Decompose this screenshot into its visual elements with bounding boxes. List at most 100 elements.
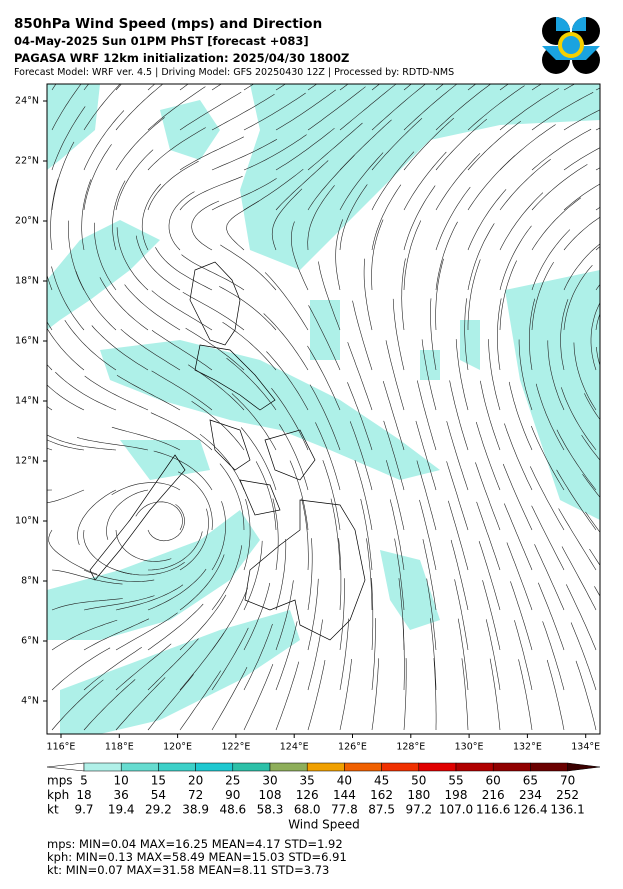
streamline bbox=[394, 538, 405, 611]
streamline bbox=[47, 327, 85, 371]
streamline bbox=[83, 144, 112, 211]
streamline bbox=[499, 158, 551, 211]
lon-label: 132°E bbox=[513, 742, 542, 753]
lon-label: 134°E bbox=[571, 742, 600, 753]
streamline bbox=[115, 612, 178, 651]
streamline bbox=[243, 499, 251, 571]
streamline bbox=[421, 339, 437, 411]
streamline bbox=[289, 460, 309, 531]
streamline bbox=[47, 489, 85, 504]
streamline bbox=[499, 192, 544, 251]
lon-label: 120°E bbox=[163, 742, 192, 753]
streamline bbox=[83, 646, 142, 691]
streamline bbox=[371, 84, 426, 131]
stats-line: kph: MIN=0.13 MAX=58.49 MEAN=15.03 STD=6… bbox=[47, 850, 347, 864]
streamline bbox=[476, 501, 501, 571]
colorbar-tick-label: 15 bbox=[151, 774, 166, 788]
streamline bbox=[51, 679, 104, 731]
streamline bbox=[560, 299, 569, 371]
streamline bbox=[482, 580, 501, 651]
streamline bbox=[315, 422, 341, 491]
colorbar-label: Wind Speed bbox=[288, 818, 360, 832]
streamline bbox=[120, 328, 181, 371]
streamline bbox=[448, 500, 469, 571]
streamline bbox=[51, 598, 123, 611]
colorbar-cell bbox=[344, 762, 382, 772]
streamline bbox=[199, 433, 245, 491]
colorbar-tick-label: 20 bbox=[188, 774, 203, 788]
streamline bbox=[596, 346, 600, 367]
streamline bbox=[211, 501, 226, 571]
streamline bbox=[231, 393, 277, 451]
streamline bbox=[211, 138, 278, 171]
streamline bbox=[476, 421, 501, 491]
colorbar-tick-label: 45 bbox=[374, 774, 389, 788]
streamline bbox=[590, 302, 600, 371]
streamline bbox=[467, 189, 507, 251]
streamline bbox=[499, 225, 532, 291]
streamline bbox=[307, 345, 341, 411]
colorbar-tick-label: 136.1 bbox=[550, 803, 584, 817]
streamline bbox=[115, 529, 172, 562]
streamline bbox=[147, 160, 199, 211]
colorbar-tick-label: 144 bbox=[333, 788, 356, 802]
colorbar-cell bbox=[83, 762, 122, 772]
streamline bbox=[582, 474, 600, 498]
streamline bbox=[575, 660, 597, 731]
lon-label: 122°E bbox=[221, 742, 250, 753]
title: 850hPa Wind Speed (mps) and Direction bbox=[14, 16, 322, 32]
streamline bbox=[271, 388, 309, 451]
streamline bbox=[279, 424, 309, 491]
streamline bbox=[339, 578, 345, 651]
streamline bbox=[147, 127, 206, 171]
streamline bbox=[275, 127, 335, 171]
credits: Forecast Model: WRF ver. 4.5 | Driving M… bbox=[14, 67, 454, 78]
streamline bbox=[211, 178, 277, 211]
streamline bbox=[435, 118, 487, 171]
streamline bbox=[47, 384, 85, 411]
streamline bbox=[211, 94, 275, 131]
streamline bbox=[450, 539, 469, 611]
lat-label: 20°N bbox=[15, 216, 39, 227]
streamline bbox=[211, 545, 243, 611]
streamline bbox=[47, 434, 117, 451]
streamline bbox=[467, 120, 521, 171]
streamline bbox=[464, 298, 469, 371]
streamline bbox=[263, 313, 309, 371]
streamline bbox=[275, 538, 287, 611]
streamline bbox=[106, 489, 149, 540]
lon-label: 116°E bbox=[47, 742, 76, 753]
streamline bbox=[222, 321, 277, 371]
streamline bbox=[135, 501, 183, 531]
streamline bbox=[243, 582, 271, 651]
streamline bbox=[51, 619, 118, 651]
map-frame bbox=[46, 83, 601, 735]
lon-label: 130°E bbox=[455, 742, 484, 753]
streamline bbox=[563, 147, 600, 171]
streamline bbox=[179, 670, 221, 731]
colorbar-cell bbox=[120, 762, 159, 772]
lon-label: 124°E bbox=[280, 742, 309, 753]
colorbar-tick-label: 35 bbox=[300, 774, 315, 788]
streamline bbox=[115, 84, 164, 131]
streamline bbox=[547, 340, 565, 411]
colorbar-tick-label: 198 bbox=[445, 788, 468, 802]
streamline bbox=[502, 463, 533, 531]
streamline bbox=[151, 330, 213, 371]
colorbar-tick-label: 87.5 bbox=[368, 803, 395, 817]
colorbar-cell bbox=[455, 762, 494, 772]
streamline bbox=[366, 538, 373, 611]
streamline bbox=[168, 191, 195, 251]
streamline bbox=[77, 489, 117, 545]
lat-label: 12°N bbox=[15, 456, 39, 467]
colorbar-tick-label: 5 bbox=[80, 774, 88, 788]
streamline bbox=[243, 540, 263, 611]
streamline bbox=[504, 503, 533, 571]
streamline bbox=[605, 662, 623, 730]
streamline bbox=[51, 647, 111, 691]
streamline bbox=[403, 84, 458, 131]
lon-label: 126°E bbox=[338, 742, 367, 753]
streamline bbox=[112, 180, 126, 251]
streamline bbox=[518, 339, 533, 411]
streamline bbox=[243, 134, 307, 171]
